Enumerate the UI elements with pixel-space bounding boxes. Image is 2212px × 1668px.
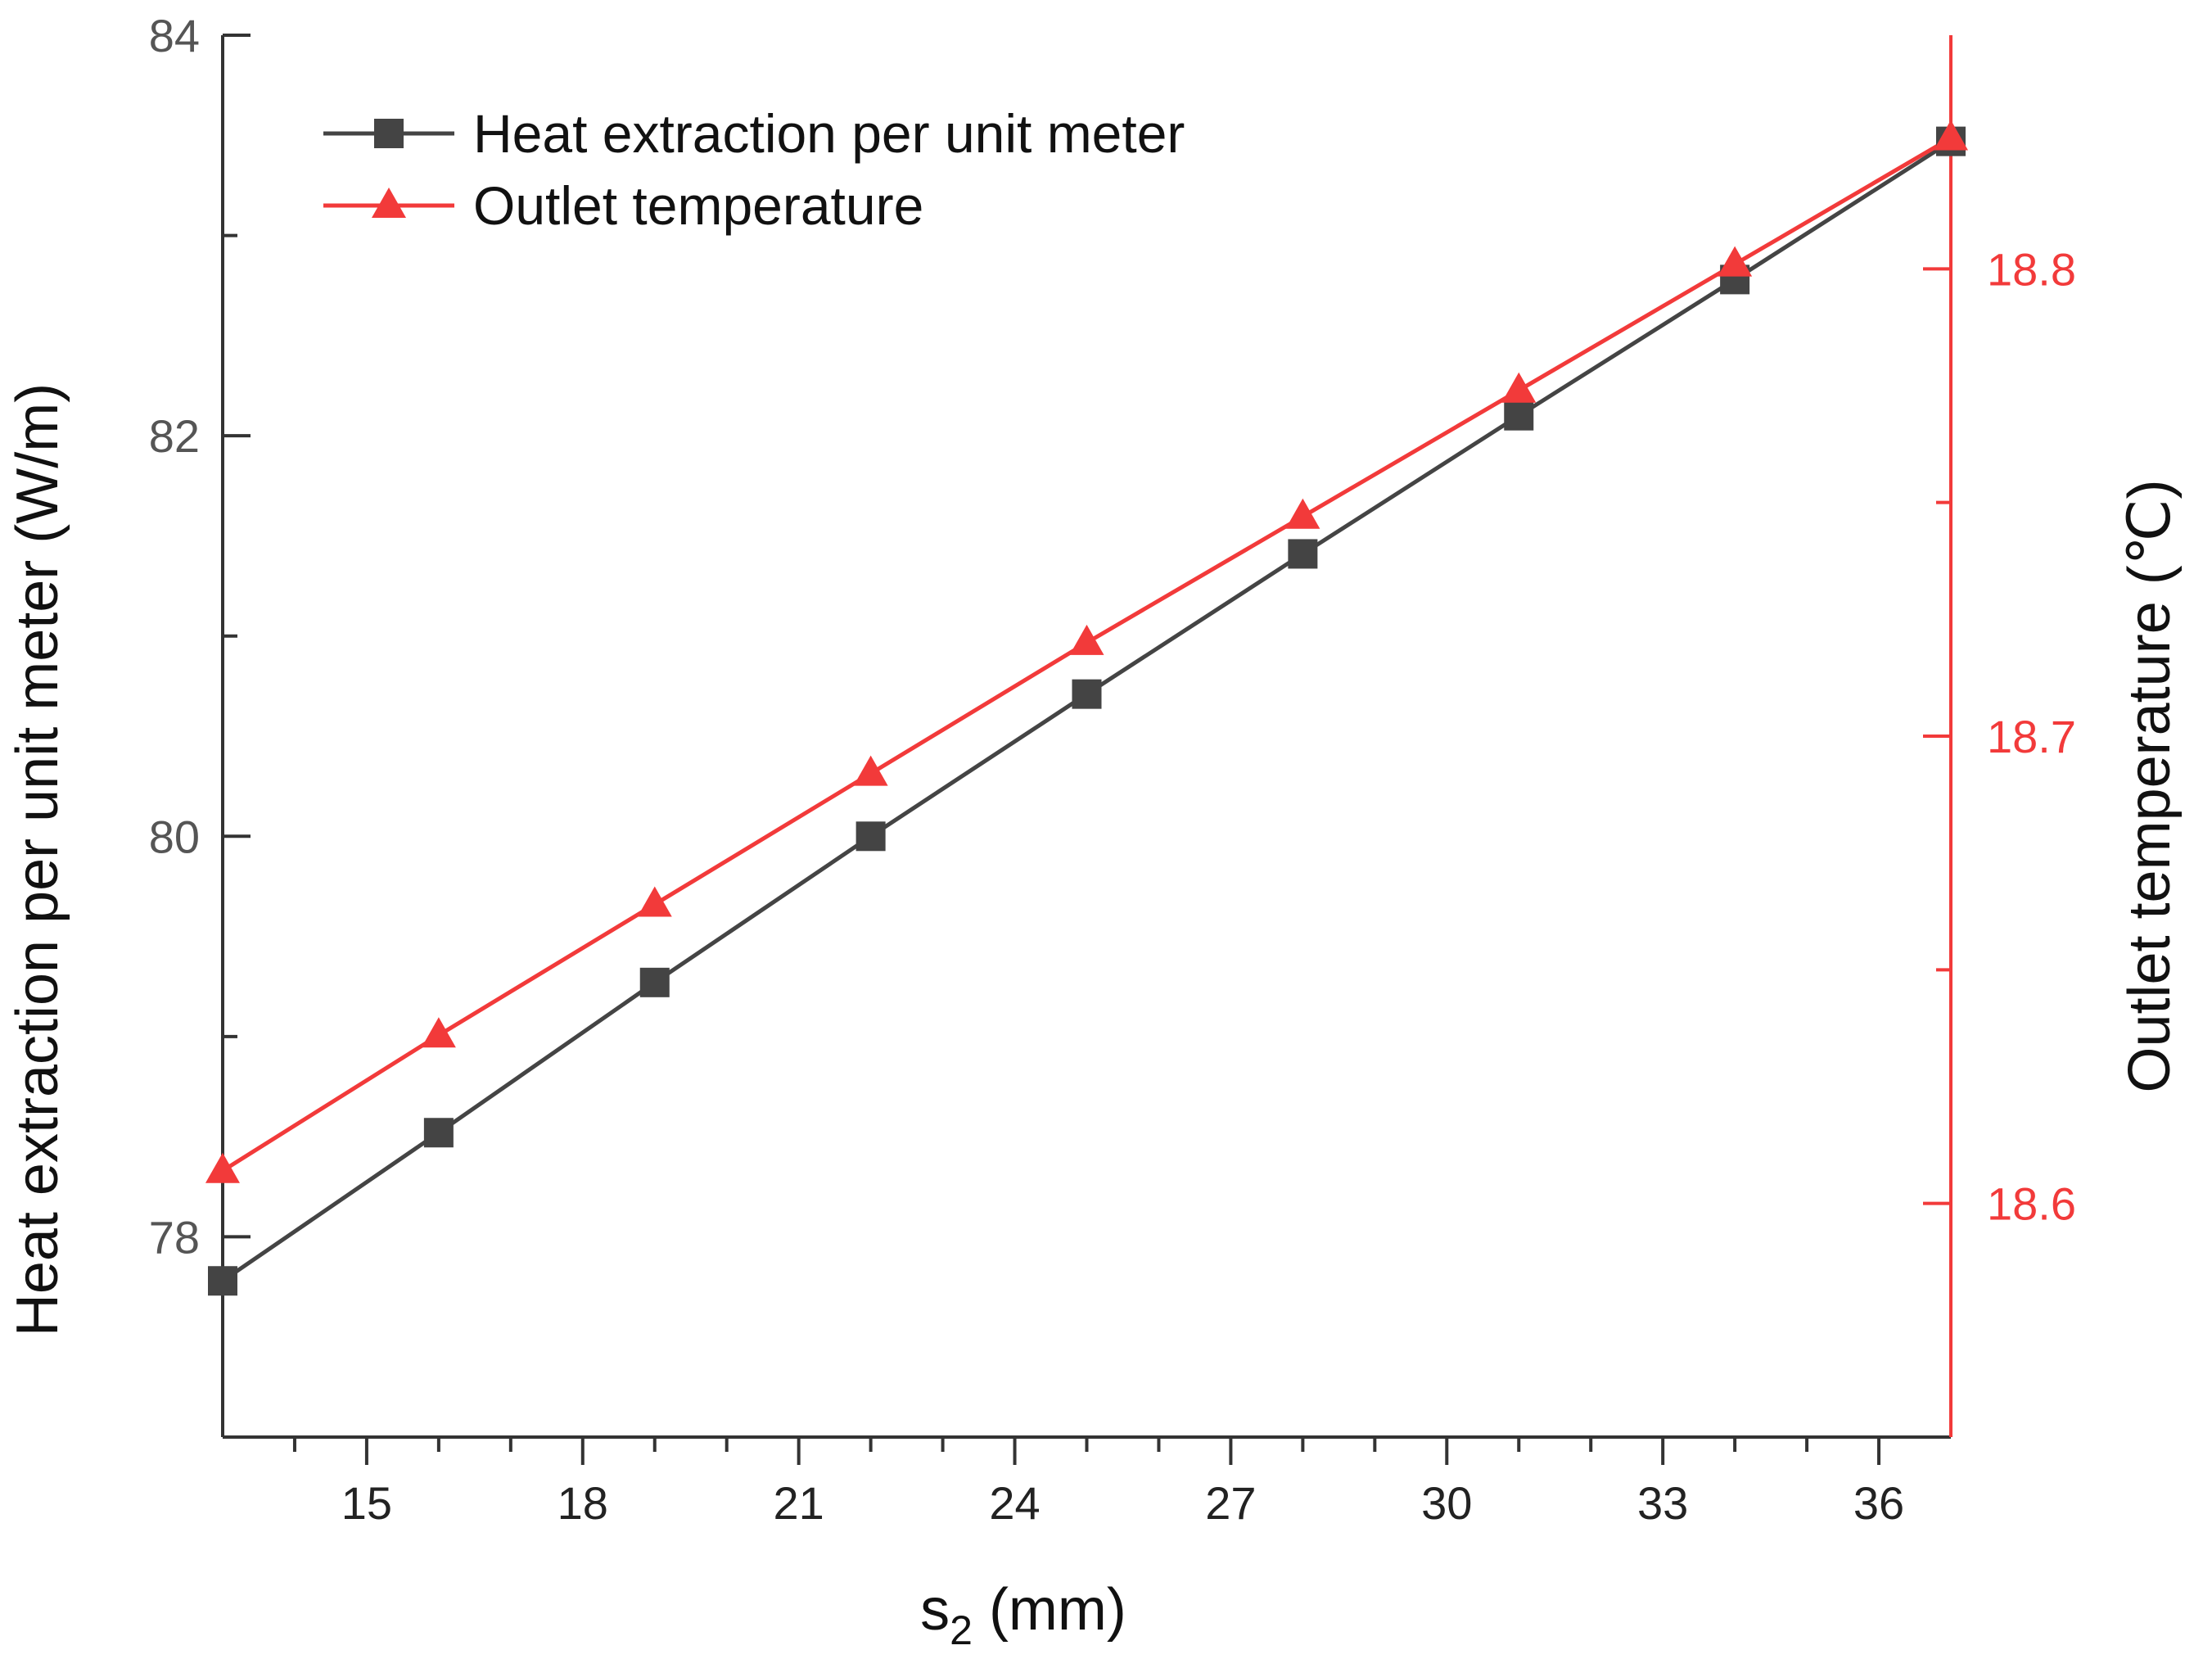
x-tick-label: 18 xyxy=(558,1477,608,1529)
y-left-axis-ticks: 78 80 82 84 xyxy=(149,10,251,1439)
x-axis-title-main: s xyxy=(920,1577,950,1643)
x-tick-label: 27 xyxy=(1205,1477,1256,1529)
data-point-heat-extraction xyxy=(423,1118,454,1148)
x-tick-label: 15 xyxy=(341,1477,392,1529)
x-axis-ticks: 15 18 21 24 27 30 33 36 xyxy=(292,1437,1904,1529)
x-axis-title-subscript: 2 xyxy=(950,1607,973,1653)
series-line-heat-extraction xyxy=(221,139,1952,1283)
data-point-outlet-temperature xyxy=(1069,624,1104,655)
y-left-tick-label: 84 xyxy=(149,10,200,61)
data-point-heat-extraction xyxy=(1288,539,1318,569)
series-lines xyxy=(221,136,1952,1283)
legend: Heat extraction per unit meter Outlet te… xyxy=(323,103,1185,236)
y-left-tick-label: 78 xyxy=(149,1211,200,1263)
data-point-outlet-temperature xyxy=(1934,120,1968,151)
y-left-tick-label: 80 xyxy=(149,811,200,862)
legend-label-heat: Heat extraction per unit meter xyxy=(473,103,1185,164)
y-left-tick-label: 82 xyxy=(149,410,200,462)
data-point-outlet-temperature xyxy=(637,886,672,917)
x-tick-label: 33 xyxy=(1637,1477,1688,1529)
legend-label-outlet: Outlet temperature xyxy=(473,175,923,236)
y-right-axis-title: Outlet temperature (℃) xyxy=(2117,479,2183,1092)
data-point-heat-extraction xyxy=(208,1266,237,1296)
data-point-outlet-temperature xyxy=(1285,498,1320,529)
data-point-heat-extraction xyxy=(1504,400,1534,431)
data-point-heat-extraction xyxy=(1072,679,1102,709)
x-tick-label: 36 xyxy=(1853,1477,1904,1529)
x-tick-label: 21 xyxy=(774,1477,824,1529)
y-right-axis-ticks: 18.6 18.7 18.8 xyxy=(1923,243,2076,1230)
data-point-outlet-temperature xyxy=(205,1152,240,1183)
data-point-heat-extraction xyxy=(639,967,670,997)
x-tick-label: 24 xyxy=(989,1477,1040,1529)
x-tick-label: 30 xyxy=(1421,1477,1472,1529)
series-markers xyxy=(205,120,1968,1296)
data-point-outlet-temperature xyxy=(1718,246,1753,277)
y-right-tick-label: 18.7 xyxy=(1987,711,2076,762)
data-point-outlet-temperature xyxy=(421,1017,456,1048)
data-point-outlet-temperature xyxy=(853,755,888,786)
legend-marker-heat xyxy=(374,119,404,148)
legend-marker-outlet xyxy=(372,188,406,218)
x-axis-title-rest: (mm) xyxy=(973,1577,1126,1643)
y-right-tick-label: 18.8 xyxy=(1987,243,2076,295)
x-axis-title: s2 (mm) xyxy=(920,1577,1126,1653)
y-left-axis-title: Heat extraction per unit meter (W/m) xyxy=(5,383,70,1336)
y-right-tick-label: 18.6 xyxy=(1987,1178,2076,1230)
plot-frame xyxy=(221,35,1952,1439)
data-point-heat-extraction xyxy=(855,821,886,852)
data-point-outlet-temperature xyxy=(1501,372,1537,403)
